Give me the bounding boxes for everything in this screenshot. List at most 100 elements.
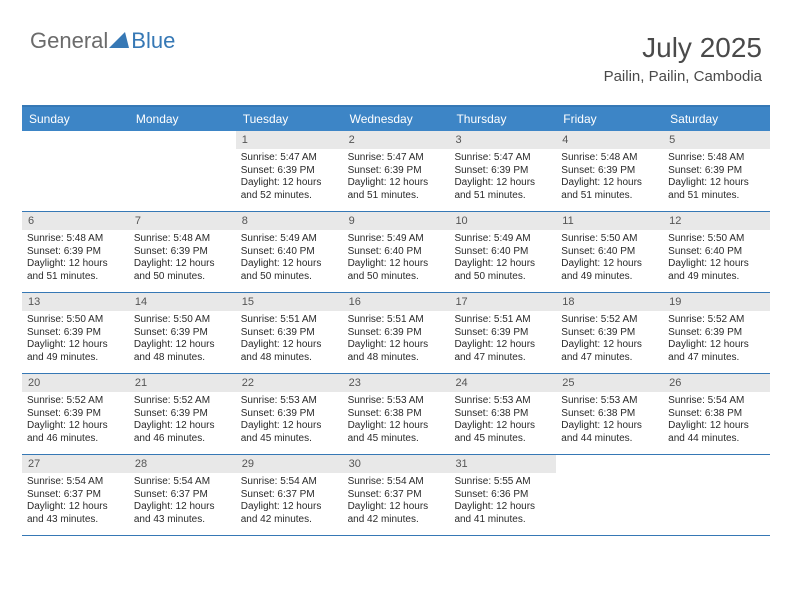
daylight-label: Daylight: [27, 420, 69, 431]
sunrise-label: Sunrise: [27, 314, 66, 325]
daylight-line: Daylight: 12 hours and 50 minutes. [241, 258, 338, 283]
sunrise-value: 5:50 AM [66, 314, 103, 325]
daylight-label: Daylight: [348, 501, 390, 512]
day-content: Sunrise: 5:48 AMSunset: 6:39 PMDaylight:… [556, 149, 663, 207]
sunset-line: Sunset: 6:39 PM [668, 327, 765, 340]
calendar-week-row: 20Sunrise: 5:52 AMSunset: 6:39 PMDayligh… [22, 374, 770, 455]
day-content: Sunrise: 5:50 AMSunset: 6:39 PMDaylight:… [22, 311, 129, 369]
sunrise-line: Sunrise: 5:53 AM [454, 395, 551, 408]
calendar-day-cell: 22Sunrise: 5:53 AMSunset: 6:39 PMDayligh… [236, 374, 343, 454]
sunrise-label: Sunrise: [561, 233, 600, 244]
daylight-label: Daylight: [561, 420, 603, 431]
daylight-label: Daylight: [454, 339, 496, 350]
sunset-label: Sunset: [668, 408, 705, 419]
sunset-line: Sunset: 6:39 PM [454, 165, 551, 178]
daylight-label: Daylight: [348, 258, 390, 269]
sunset-line: Sunset: 6:40 PM [454, 246, 551, 259]
sunrise-value: 5:53 AM [387, 395, 424, 406]
sunrise-label: Sunrise: [348, 314, 387, 325]
day-content: Sunrise: 5:54 AMSunset: 6:37 PMDaylight:… [129, 473, 236, 531]
calendar-day-cell: 2Sunrise: 5:47 AMSunset: 6:39 PMDaylight… [343, 131, 450, 211]
sunset-line: Sunset: 6:38 PM [348, 408, 445, 421]
sunrise-label: Sunrise: [454, 395, 493, 406]
day-number: 8 [236, 212, 343, 230]
sunset-label: Sunset: [454, 327, 491, 338]
sunset-label: Sunset: [561, 165, 598, 176]
sunset-line: Sunset: 6:40 PM [241, 246, 338, 259]
daylight-label: Daylight: [134, 420, 176, 431]
calendar-day-cell: 1Sunrise: 5:47 AMSunset: 6:39 PMDaylight… [236, 131, 343, 211]
daylight-label: Daylight: [561, 177, 603, 188]
sunset-line: Sunset: 6:37 PM [134, 489, 231, 502]
sunset-line: Sunset: 6:38 PM [668, 408, 765, 421]
daylight-line: Daylight: 12 hours and 41 minutes. [454, 501, 551, 526]
sunset-value: 6:39 PM [491, 327, 528, 338]
sunrise-line: Sunrise: 5:51 AM [348, 314, 445, 327]
daylight-line: Daylight: 12 hours and 51 minutes. [454, 177, 551, 202]
daylight-line: Daylight: 12 hours and 48 minutes. [348, 339, 445, 364]
daylight-line: Daylight: 12 hours and 51 minutes. [348, 177, 445, 202]
day-number: 16 [343, 293, 450, 311]
sunrise-label: Sunrise: [454, 152, 493, 163]
sunrise-label: Sunrise: [134, 314, 173, 325]
daylight-line: Daylight: 12 hours and 50 minutes. [348, 258, 445, 283]
sunrise-line: Sunrise: 5:50 AM [27, 314, 124, 327]
sunset-label: Sunset: [561, 246, 598, 257]
daylight-line: Daylight: 12 hours and 51 minutes. [561, 177, 658, 202]
sunrise-value: 5:48 AM [66, 233, 103, 244]
daylight-line: Daylight: 12 hours and 47 minutes. [668, 339, 765, 364]
day-number: 24 [449, 374, 556, 392]
day-content: Sunrise: 5:50 AMSunset: 6:40 PMDaylight:… [663, 230, 770, 288]
sunrise-value: 5:54 AM [173, 476, 210, 487]
sunset-label: Sunset: [134, 408, 171, 419]
sunrise-value: 5:53 AM [601, 395, 638, 406]
sunset-label: Sunset: [454, 246, 491, 257]
sunset-value: 6:39 PM [64, 408, 101, 419]
calendar-day-cell: 27Sunrise: 5:54 AMSunset: 6:37 PMDayligh… [22, 455, 129, 535]
sunrise-line: Sunrise: 5:47 AM [454, 152, 551, 165]
sunset-line: Sunset: 6:39 PM [348, 165, 445, 178]
sunset-value: 6:39 PM [384, 165, 421, 176]
daylight-label: Daylight: [348, 420, 390, 431]
sunset-value: 6:39 PM [705, 327, 742, 338]
sunrise-label: Sunrise: [27, 395, 66, 406]
daylight-label: Daylight: [241, 177, 283, 188]
sunrise-label: Sunrise: [348, 476, 387, 487]
sunrise-value: 5:54 AM [387, 476, 424, 487]
sunrise-label: Sunrise: [668, 152, 707, 163]
daylight-label: Daylight: [668, 177, 710, 188]
sunrise-line: Sunrise: 5:54 AM [668, 395, 765, 408]
day-content: Sunrise: 5:50 AMSunset: 6:40 PMDaylight:… [556, 230, 663, 288]
sunrise-line: Sunrise: 5:54 AM [348, 476, 445, 489]
sunset-value: 6:38 PM [705, 408, 742, 419]
calendar-header-cell: Friday [556, 107, 663, 131]
daylight-line: Daylight: 12 hours and 45 minutes. [454, 420, 551, 445]
sunset-label: Sunset: [27, 246, 64, 257]
calendar-week-row: 13Sunrise: 5:50 AMSunset: 6:39 PMDayligh… [22, 293, 770, 374]
sunrise-label: Sunrise: [241, 152, 280, 163]
sunset-line: Sunset: 6:39 PM [561, 327, 658, 340]
day-number: 28 [129, 455, 236, 473]
day-content: Sunrise: 5:51 AMSunset: 6:39 PMDaylight:… [236, 311, 343, 369]
daylight-line: Daylight: 12 hours and 47 minutes. [454, 339, 551, 364]
sunrise-value: 5:49 AM [387, 233, 424, 244]
sunset-label: Sunset: [454, 408, 491, 419]
sunrise-line: Sunrise: 5:48 AM [561, 152, 658, 165]
calendar-day-cell: 28Sunrise: 5:54 AMSunset: 6:37 PMDayligh… [129, 455, 236, 535]
logo-text-general: General [30, 28, 108, 54]
day-content: Sunrise: 5:54 AMSunset: 6:38 PMDaylight:… [663, 392, 770, 450]
sunset-label: Sunset: [27, 489, 64, 500]
calendar-week-row: 27Sunrise: 5:54 AMSunset: 6:37 PMDayligh… [22, 455, 770, 536]
calendar-day-cell: 29Sunrise: 5:54 AMSunset: 6:37 PMDayligh… [236, 455, 343, 535]
sunrise-line: Sunrise: 5:47 AM [348, 152, 445, 165]
calendar-header-cell: Sunday [22, 107, 129, 131]
sunrise-label: Sunrise: [241, 233, 280, 244]
sunrise-line: Sunrise: 5:48 AM [27, 233, 124, 246]
sunrise-line: Sunrise: 5:54 AM [27, 476, 124, 489]
calendar-day-cell: 19Sunrise: 5:52 AMSunset: 6:39 PMDayligh… [663, 293, 770, 373]
day-content: Sunrise: 5:50 AMSunset: 6:39 PMDaylight:… [129, 311, 236, 369]
sunrise-label: Sunrise: [454, 476, 493, 487]
sunrise-line: Sunrise: 5:53 AM [241, 395, 338, 408]
sunset-label: Sunset: [134, 327, 171, 338]
sunset-label: Sunset: [241, 408, 278, 419]
